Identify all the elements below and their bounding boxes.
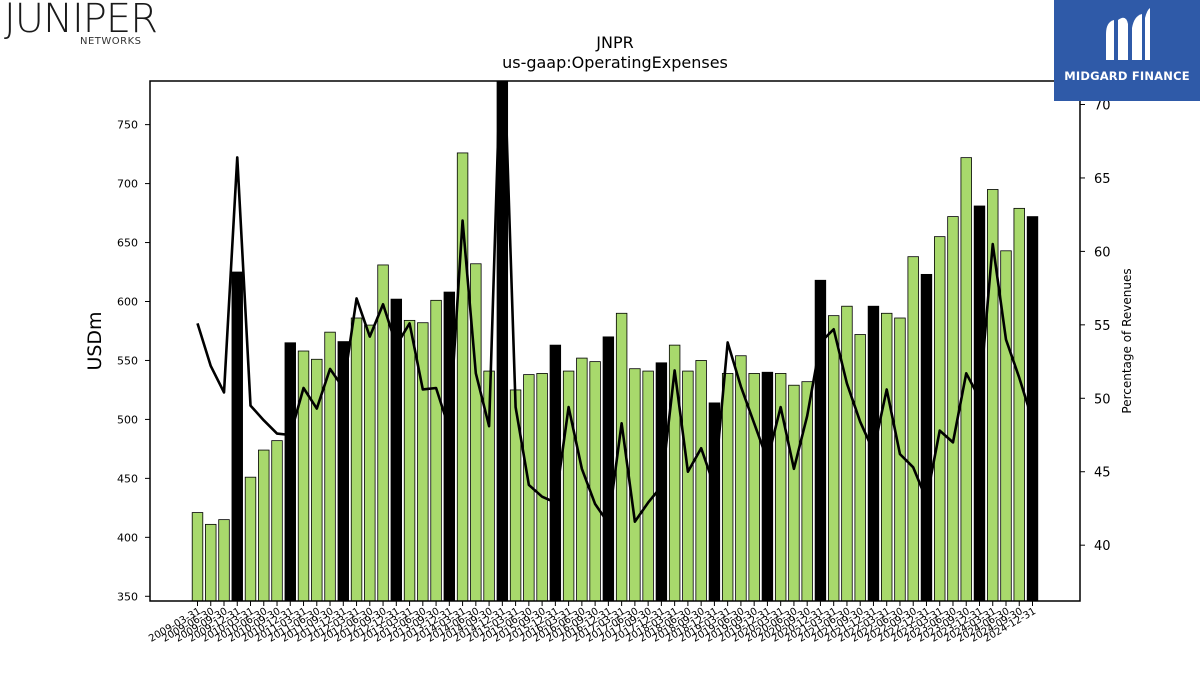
bar	[602, 336, 615, 601]
bar	[284, 342, 296, 601]
y2-tick-label: 70	[1094, 99, 1111, 114]
bar	[390, 298, 403, 601]
bar	[324, 331, 336, 601]
bar	[1013, 207, 1025, 601]
bar	[934, 236, 946, 601]
bar	[456, 152, 469, 601]
bar	[801, 381, 813, 601]
bar	[470, 263, 482, 601]
y2-tick-label: 45	[1094, 466, 1111, 481]
y-tick-label: 500	[117, 413, 138, 426]
y-tick-label: 700	[117, 178, 138, 191]
y-tick-label: 600	[117, 295, 138, 308]
bar	[496, 81, 509, 601]
y2-tick-label: 55	[1094, 319, 1111, 334]
bar	[708, 402, 721, 601]
bar	[695, 360, 707, 601]
bar	[589, 361, 601, 601]
juniper-logo-word: JUNIPER	[4, 0, 158, 42]
y2-tick-label: 65	[1094, 172, 1111, 187]
juniper-networks-logo: JUNIPER NETWORKS	[4, 0, 164, 50]
juniper-logo-sub: NETWORKS	[80, 36, 142, 47]
bar	[947, 216, 959, 601]
bar	[761, 371, 774, 601]
bar	[218, 519, 230, 601]
series-line-pct-of-revenues	[196, 81, 1034, 525]
bar	[350, 317, 363, 601]
bar	[642, 370, 654, 601]
bar	[973, 205, 986, 601]
bar	[774, 373, 787, 601]
y-tick-label: 750	[117, 119, 138, 132]
bar	[403, 319, 416, 601]
bar	[231, 271, 243, 601]
bar	[827, 315, 840, 601]
bar	[867, 305, 880, 601]
bar	[244, 476, 257, 601]
y2-axis-label: Percentage of Revenues	[1120, 268, 1134, 413]
y-axis-left: 350 400 450 500 550 600 650 700 750	[117, 119, 150, 603]
bar	[536, 373, 548, 601]
y-tick-label: 450	[117, 472, 138, 485]
bar	[377, 264, 389, 601]
bar	[562, 370, 575, 601]
bar	[682, 370, 694, 601]
bar	[1026, 216, 1039, 601]
bar	[814, 279, 827, 601]
line-layer	[196, 81, 1034, 525]
bar	[430, 299, 442, 601]
bar	[191, 512, 204, 601]
bar	[788, 384, 800, 601]
bar	[881, 312, 893, 601]
y-tick-label: 400	[117, 531, 138, 544]
y-axis-right: 40 45 50 55 60 65 70	[1080, 99, 1111, 554]
bar	[920, 273, 933, 601]
bar	[311, 358, 323, 601]
bars-layer	[191, 81, 1039, 601]
bar	[854, 334, 866, 601]
plot-frame	[149, 80, 1081, 602]
bar	[721, 373, 734, 601]
midgard-emblem-icon	[1106, 8, 1150, 60]
bar	[483, 370, 495, 601]
bar	[1000, 250, 1012, 601]
bar	[337, 341, 349, 601]
y-tick-label: 550	[117, 354, 138, 367]
chart-subtitle: us-gaap:OperatingExpenses	[502, 53, 728, 72]
bar	[271, 440, 283, 601]
bar	[205, 523, 217, 601]
y2-tick-label: 60	[1094, 245, 1111, 260]
bar	[907, 256, 919, 601]
chart-title: JNPR	[595, 33, 633, 52]
bar	[417, 322, 429, 601]
bar	[364, 324, 376, 601]
midgard-logo-name: MIDGARD FINANCE	[1064, 69, 1190, 83]
y-tick-label: 650	[117, 237, 138, 250]
y-tick-label: 350	[117, 590, 138, 603]
y2-tick-label: 50	[1094, 392, 1111, 407]
y-axis-label: USDm	[84, 311, 106, 370]
bar	[735, 355, 747, 601]
bar	[443, 291, 456, 601]
bar	[748, 373, 760, 601]
bar	[258, 449, 270, 601]
bar	[841, 305, 853, 601]
bar	[668, 344, 681, 601]
x-axis: 2009-03-312009-06-302009-09-302009-12-31…	[147, 601, 1038, 645]
midgard-finance-logo: MIDGARD FINANCE	[1054, 0, 1200, 101]
y2-tick-label: 40	[1094, 539, 1111, 554]
